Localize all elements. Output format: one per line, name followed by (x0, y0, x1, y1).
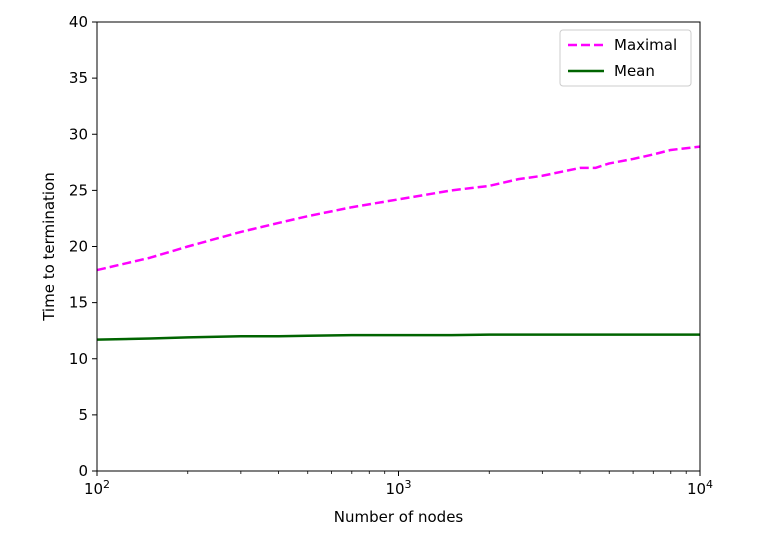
legend-label-maximal: Maximal (614, 36, 677, 54)
axes-layer: 0 5 10 15 20 25 30 35 40 102 103 104 (69, 13, 713, 498)
y-tick-label: 40 (69, 13, 88, 31)
y-tick-label: 0 (78, 462, 88, 480)
y-axis-label: Time to termination (40, 172, 58, 322)
series-line-mean (96, 333, 700, 341)
y-tick-label: 25 (69, 181, 88, 199)
y-tick-label: 5 (78, 406, 88, 424)
x-tick-label: 104 (687, 478, 713, 499)
legend-label-mean: Mean (614, 62, 655, 80)
y-tick-label: 30 (69, 125, 88, 143)
legend: Maximal Mean (559, 29, 692, 87)
series-line-maximal (96, 145, 701, 272)
x-tick-label: 102 (84, 478, 110, 499)
x-axis-label: Number of nodes (334, 508, 464, 526)
plot-background (97, 22, 700, 471)
y-tick-label: 20 (69, 238, 88, 256)
x-tick-label: 103 (385, 478, 411, 499)
series-layer (96, 145, 701, 341)
y-tick-label: 15 (69, 294, 88, 312)
y-tick-label: 10 (69, 350, 88, 368)
y-tick-label: 35 (69, 69, 88, 87)
plot-frame (96, 21, 701, 472)
